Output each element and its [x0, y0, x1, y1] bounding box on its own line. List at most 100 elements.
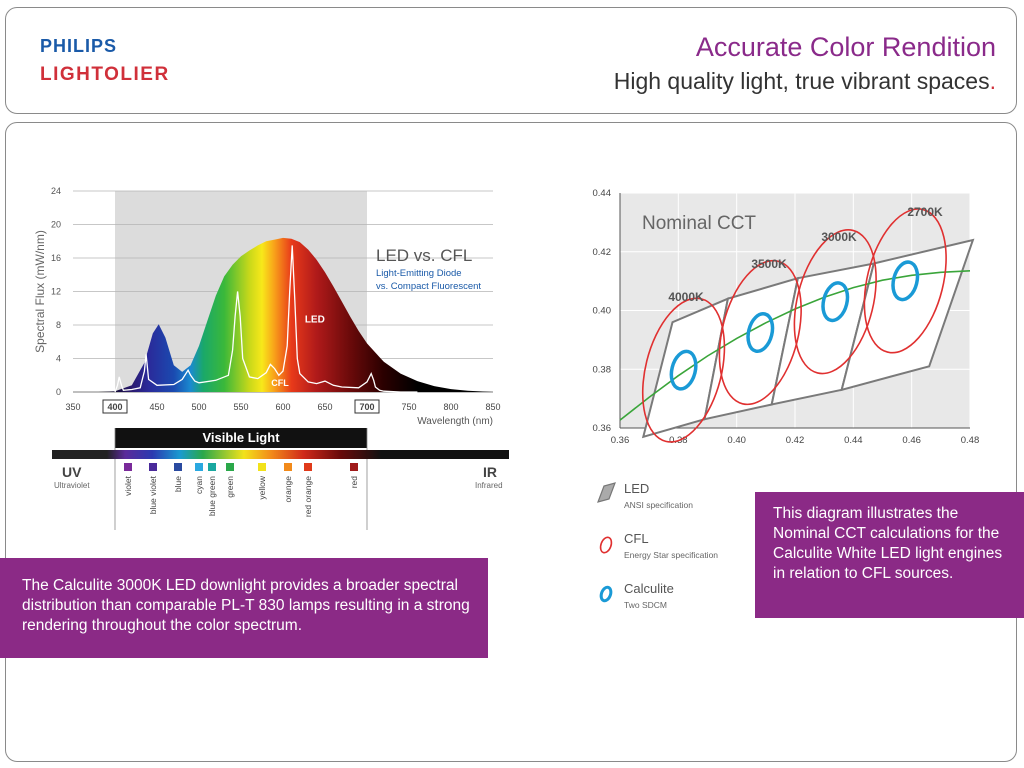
cfl-legend-icon [599, 536, 613, 554]
swatch-label: green [225, 476, 235, 498]
swatch-label: red orange [303, 476, 313, 517]
legend-label: Calculite [624, 581, 674, 596]
y-tick-label: 16 [51, 253, 61, 263]
x-tick-label: 850 [485, 402, 500, 412]
y-tick-label: 0 [56, 387, 61, 397]
lightolier-logo: LIGHTOLIER [40, 64, 170, 85]
x-tick-label: 800 [443, 402, 458, 412]
x-tick-label: 400 [107, 402, 122, 412]
spectrum-color-bar [52, 450, 509, 459]
x-tick-label: 550 [233, 402, 248, 412]
x-tick-label: 500 [191, 402, 206, 412]
cct-chart: 0.36 0.38 0.40 0.42 0.44 0.46 0.480.360.380.40… [593, 188, 980, 610]
y-axis-label: Spectral Flux (mW/nm) [33, 230, 47, 353]
x-tick-label: 0.46 [902, 435, 921, 446]
spectrum-callout: The Calculite 3000K LED downlight provid… [0, 558, 488, 658]
color-swatch [304, 463, 312, 471]
cfl-energy-star-ellipse [863, 208, 947, 354]
x-tick-label: 0.48 [961, 435, 980, 446]
x-tick-label: 350 [65, 402, 80, 412]
x-tick-label: 600 [275, 402, 290, 412]
x-tick-label: 650 [317, 402, 332, 412]
y-tick-label: 20 [51, 220, 61, 230]
cfl-spectrum-line [114, 245, 418, 393]
x-tick-label: 0.40 [727, 435, 746, 446]
visible-light-bar [115, 428, 367, 448]
color-swatch [350, 463, 358, 471]
uv-label: UV [62, 464, 82, 480]
calculite-ellipse [821, 281, 850, 323]
color-swatch [284, 463, 292, 471]
spectrum-subtitle-line: vs. Compact Fluorescent [376, 281, 481, 292]
cfl-energy-star-ellipse [718, 259, 802, 406]
y-tick-label: 0.36 [593, 423, 612, 434]
y-tick-label: 12 [51, 287, 61, 297]
legend-label: CFL [624, 531, 649, 546]
subtitle-text: High quality light, true vibrant spaces [613, 68, 990, 94]
cct-callout: This diagram illustrates the Nominal CCT… [755, 492, 1024, 618]
philips-logo: PHILIPS [40, 36, 118, 56]
x-tick-box [354, 399, 380, 414]
color-swatch [149, 463, 157, 471]
cct-bin-label: 4000K [668, 290, 704, 304]
led-legend-icon [597, 482, 616, 503]
legend-sublabel: ANSI specification [624, 500, 693, 510]
x-tick-label: 0.36 [611, 435, 630, 446]
swatch-label: violet [123, 475, 133, 495]
x-tick-box [102, 399, 128, 414]
cct-bin-label: 2700K [907, 205, 943, 219]
swatch-label: yellow [257, 475, 267, 499]
y-tick-label: 8 [56, 320, 61, 330]
y-tick-label: 0.42 [593, 247, 612, 258]
cfl-energy-star-ellipse [641, 297, 726, 443]
y-tick-label: 0.38 [593, 364, 612, 375]
page-title: Accurate Color Rendition [695, 32, 996, 62]
color-swatch [226, 463, 234, 471]
x-tick-label: 0.44 [844, 435, 863, 446]
x-tick-label: 450 [149, 402, 164, 412]
calculite-legend-icon [599, 585, 613, 603]
led-series-label: LED [305, 314, 325, 325]
calculite-ellipse [746, 312, 775, 354]
calculite-ellipse [669, 349, 698, 391]
subtitle-period: . [989, 68, 996, 94]
header-panel [5, 7, 1017, 114]
legend-sublabel: Two SDCM [624, 600, 667, 610]
x-tick-label: 700 [359, 402, 374, 412]
cfl-series-label: CFL [271, 378, 289, 388]
swatch-label: orange [283, 476, 293, 503]
x-tick-label: 0.42 [786, 435, 805, 446]
swatch-label: blue green [207, 476, 217, 516]
cct-title: Nominal CCT [642, 213, 756, 234]
ir-sublabel: Infrared [475, 481, 503, 490]
y-tick-label: 24 [51, 186, 61, 196]
led-ansi-quad [840, 238, 975, 392]
cfl-energy-star-ellipse [793, 229, 877, 375]
x-tick-label: 750 [401, 402, 416, 412]
color-swatch [124, 463, 132, 471]
color-swatch [195, 463, 203, 471]
page-subtitle: High quality light, true vibrant spaces. [614, 68, 996, 95]
cct-bin-label: 3500K [751, 257, 787, 271]
uv-sublabel: Ultraviolet [54, 481, 90, 490]
swatch-label: red [349, 476, 359, 489]
legend-sublabel: Energy Star specification [624, 550, 718, 560]
spectrum-subtitle-line: Light-Emitting Diode [376, 268, 462, 279]
swatch-label: blue violet [148, 475, 158, 514]
spectrum-title: LED vs. CFL [376, 246, 472, 265]
color-swatch [208, 463, 216, 471]
visible-light-label: Visible Light [202, 430, 280, 445]
x-axis-label: Wavelength (nm) [417, 416, 493, 427]
ir-label: IR [483, 464, 497, 480]
y-tick-label: 4 [56, 354, 61, 364]
color-swatch [174, 463, 182, 471]
calculite-ellipse [891, 260, 920, 302]
color-swatch [258, 463, 266, 471]
cct-bin-label: 3000K [821, 230, 857, 244]
swatch-label: cyan [194, 476, 204, 494]
legend-label: LED [624, 481, 649, 496]
y-tick-label: 0.44 [593, 188, 612, 199]
swatch-label: blue [173, 476, 183, 492]
y-tick-label: 0.40 [593, 306, 612, 317]
spectrum-chart: 0 4 8 12 16 20 24 350 400 450 500 550 600 650 700 750 80… [33, 186, 509, 530]
